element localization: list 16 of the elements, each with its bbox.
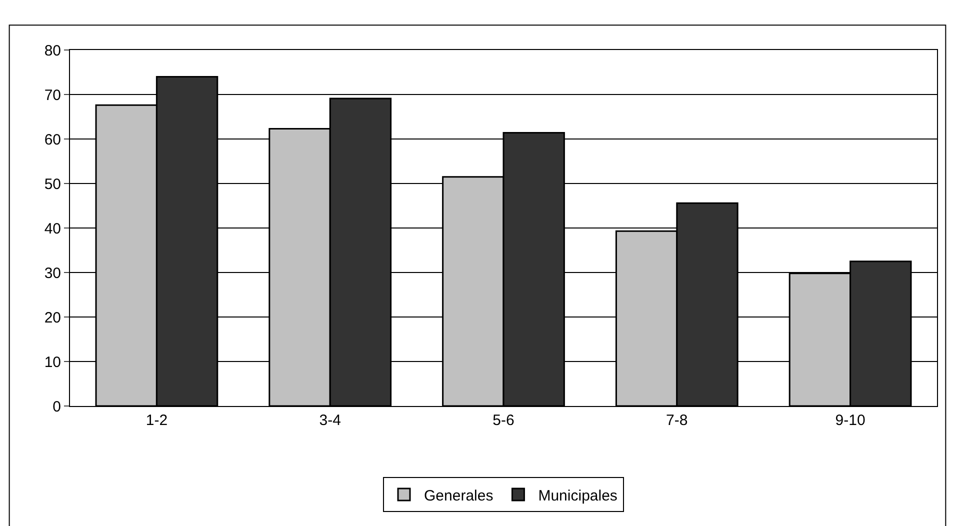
x-tick-label: 7-8 bbox=[666, 412, 688, 429]
legend-label: Generales bbox=[424, 487, 494, 504]
y-tick-label: 0 bbox=[52, 398, 61, 416]
y-tick-label: 50 bbox=[44, 176, 61, 193]
y-tick-label: 60 bbox=[44, 131, 61, 148]
x-tick-label: 1-2 bbox=[146, 412, 168, 429]
y-tick-label: 30 bbox=[44, 264, 61, 282]
y-tick-label: 70 bbox=[44, 86, 61, 104]
x-tick-label: 9-10 bbox=[835, 412, 866, 429]
y-tick-label: 20 bbox=[44, 309, 61, 326]
x-tick-label: 5-6 bbox=[492, 412, 514, 429]
y-tick-label: 10 bbox=[44, 354, 61, 371]
y-tick-label: 40 bbox=[44, 220, 61, 238]
x-tick-label: 3-4 bbox=[319, 412, 341, 429]
y-tick-label: 80 bbox=[44, 42, 61, 60]
legend-label: Municipales bbox=[538, 487, 618, 504]
